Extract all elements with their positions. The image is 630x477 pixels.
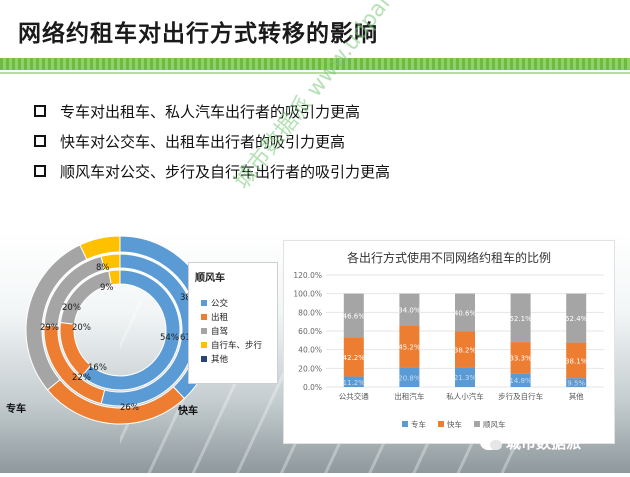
bar-segment — [455, 331, 475, 368]
bar-segment — [343, 293, 364, 338]
legend-item: 自驾 — [201, 325, 228, 337]
chart-title: 各出行方式使用不同网络约租车的比例 — [346, 251, 551, 265]
donut-percent-label: 26% — [120, 403, 139, 413]
legend-label: 快车 — [447, 419, 462, 429]
bar-segment — [566, 378, 587, 387]
legend-swatch — [201, 300, 207, 306]
bar-segment — [455, 367, 475, 387]
bar-data-label: 14.8% — [509, 377, 532, 385]
y-tick-label: 100.0% — [293, 290, 322, 299]
footer-brand-text: 城市数据派 — [506, 433, 582, 452]
title-underline-line — [0, 72, 630, 74]
legend-label: 自驾 — [211, 327, 229, 337]
bar-data-label: 40.6% — [454, 310, 477, 318]
y-tick-label: 120.0% — [293, 271, 322, 280]
bar-data-label: 34.0% — [398, 307, 421, 315]
bar-segment — [566, 342, 587, 379]
bar-data-label: 9.5% — [567, 380, 585, 388]
donut-percent-label: 16% — [88, 363, 107, 373]
bar-segment — [510, 293, 531, 343]
y-tick-label: 0.0% — [303, 383, 322, 392]
donut-percent-label: 29% — [40, 323, 59, 333]
bar-data-label: 20.8% — [398, 374, 421, 382]
square-bullet-icon — [34, 135, 46, 147]
donut-segment — [79, 235, 121, 261]
legend-label: 出租 — [211, 313, 229, 323]
y-tick-label: 80.0% — [298, 308, 322, 317]
bar-data-label: 45.2% — [398, 343, 421, 351]
bar-data-label: 21.3% — [454, 374, 477, 382]
wechat-icon — [480, 434, 502, 450]
footer-brand: 城市数据派 — [480, 428, 581, 456]
legend-label: 其他 — [211, 355, 229, 365]
square-bullet-icon — [34, 165, 46, 177]
donut-percent-label: 8% — [96, 263, 110, 273]
legend-label: 专车 — [411, 419, 426, 429]
legend-swatch — [474, 421, 480, 427]
bar-segment — [399, 367, 420, 387]
square-bullet-icon — [34, 105, 46, 117]
legend-swatch — [201, 328, 207, 334]
donut-label-middle: 快车 — [178, 406, 198, 417]
bar-data-label: 11.2% — [343, 379, 366, 387]
legend-swatch — [201, 356, 207, 362]
legend-item: 公交 — [201, 297, 228, 309]
bar-segment — [566, 293, 587, 343]
title-underline-bar — [0, 58, 630, 70]
bullet-list: 专车对出租车、私人汽车出行者的吸引力更高 快车对公交车、出租车出行者的吸引力更高… — [34, 96, 390, 186]
legend-swatch — [438, 421, 444, 427]
bar-data-label: 38.1% — [565, 357, 588, 365]
donut-segment — [108, 269, 121, 286]
bar-data-label: 52.1% — [509, 315, 532, 323]
bar-segment — [399, 325, 420, 368]
x-tick-label: 步行及自行车 — [498, 391, 543, 401]
bullet-item: 专车对出租车、私人汽车出行者的吸引力更高 — [34, 96, 390, 126]
donut-legend: 顺风车 公交 出租 自驾 自行车、步行 其他 — [188, 262, 278, 384]
bar-data-label: 46.6% — [343, 312, 366, 320]
x-tick-label: 出租汽车 — [394, 391, 424, 401]
bar-data-label: 42.2% — [343, 354, 366, 362]
donut-percent-label: 9% — [100, 283, 114, 293]
bullet-text: 快车对公交车、出租车出行者的吸引力更高 — [60, 132, 346, 151]
bullet-item: 顺风车对公交、步行及自行车出行者的吸引力更高 — [34, 156, 390, 186]
bar-segment — [343, 376, 364, 387]
y-tick-label: 40.0% — [298, 346, 322, 355]
bar-segment — [399, 293, 420, 326]
x-tick-label: 私人小汽车 — [446, 391, 484, 401]
y-tick-label: 20.0% — [298, 364, 322, 373]
donut-label-outer: 专车 — [6, 404, 26, 415]
bar-data-label: 52.4% — [565, 315, 588, 323]
legend-title: 顺风车 — [195, 273, 225, 284]
legend-swatch — [201, 342, 207, 348]
donut-percent-label: 22% — [72, 373, 91, 383]
legend-item: 其他 — [201, 353, 228, 365]
y-tick-label: 60.0% — [298, 327, 322, 336]
legend-swatch — [402, 421, 408, 427]
legend-item: 自行车、步行 — [201, 339, 262, 351]
legend-label: 顺风车 — [483, 419, 506, 429]
bullet-text: 顺风车对公交、步行及自行车出行者的吸引力更高 — [60, 162, 391, 181]
bar-segment — [510, 342, 531, 374]
x-tick-label: 其他 — [569, 391, 584, 401]
bullet-text: 专车对出租车、私人汽车出行者的吸引力更高 — [60, 102, 361, 121]
legend-item: 出租 — [201, 311, 228, 323]
x-tick-label: 公共交通 — [339, 391, 369, 401]
bar-segment — [510, 373, 531, 387]
donut-percent-label: 54% — [160, 333, 179, 343]
donut-segment — [100, 253, 121, 271]
legend-label: 自行车、步行 — [211, 341, 263, 351]
donut-percent-label: 20% — [72, 323, 91, 333]
bar-segment — [455, 293, 475, 332]
bar-data-label: 33.3% — [509, 355, 532, 363]
bar-data-label: 38.2% — [454, 346, 477, 354]
bar-segment — [343, 337, 364, 377]
bullet-item: 快车对公交车、出租车出行者的吸引力更高 — [34, 126, 390, 156]
donut-percent-label: 20% — [62, 303, 81, 313]
bar-chart-svg: 0.0% 20.0% 40.0% 60.0% 80.0% 100.0% 120.0% 11.2… — [293, 271, 604, 429]
slide-title: 网络约租车对出行方式转移的影响 — [18, 21, 378, 47]
legend-swatch — [201, 314, 207, 320]
bar-chart-panel: 各出行方式使用不同网络约租车的比例 0.0% 20.0% 40.0% 60.0% 80.… — [283, 240, 615, 444]
legend-label: 公交 — [211, 299, 229, 309]
